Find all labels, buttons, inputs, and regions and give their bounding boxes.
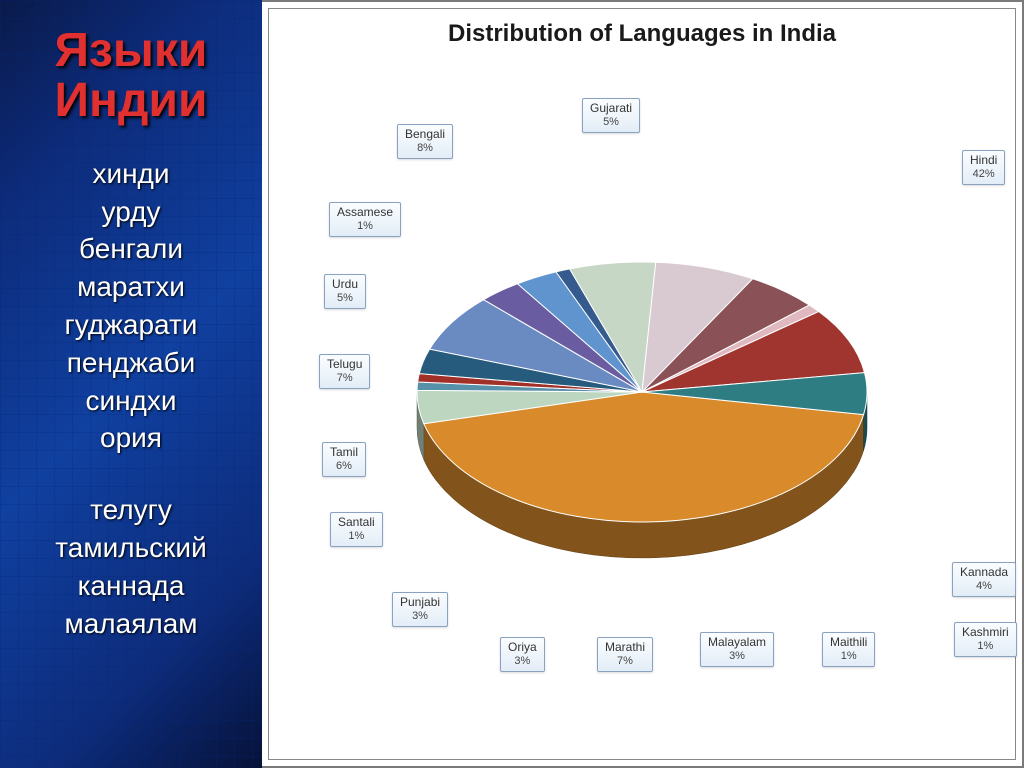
language-group-1: хиндиурдубенгалимаратхигуджаратипенджаби… (8, 155, 254, 457)
language-item: бенгали (8, 230, 254, 268)
slide-title: Языки Индии (8, 26, 254, 127)
callout-label: Assamese1% (329, 202, 401, 237)
language-item: синдхи (8, 382, 254, 420)
title-line-1: Языки (8, 26, 254, 76)
language-item: хинди (8, 155, 254, 193)
chart-panel: Distribution of Languages in India Hindi… (262, 0, 1024, 768)
callout-label: Marathi7% (597, 637, 653, 672)
callout-label: Hindi42% (962, 150, 1005, 185)
language-item: малаялам (8, 605, 254, 643)
callout-label: Urdu5% (324, 274, 366, 309)
callout-label: Kashmiri1% (954, 622, 1017, 657)
language-item: маратхи (8, 268, 254, 306)
language-list: хиндиурдубенгалимаратхигуджаратипенджаби… (8, 155, 254, 643)
language-item: телугу (8, 491, 254, 529)
left-panel: Языки Индии хиндиурдубенгалимаратхигуджа… (0, 0, 262, 768)
callout-label: Santali1% (330, 512, 383, 547)
callout-label: Tamil6% (322, 442, 366, 477)
callout-label: Maithili1% (822, 632, 875, 667)
language-item: каннада (8, 567, 254, 605)
callout-label: Malayalam3% (700, 632, 774, 667)
language-item: ория (8, 419, 254, 457)
language-item: пенджаби (8, 344, 254, 382)
callout-label: Bengali8% (397, 124, 453, 159)
language-item: урду (8, 193, 254, 231)
callout-label: Telugu7% (319, 354, 370, 389)
callout-label: Punjabi3% (392, 592, 448, 627)
title-line-2: Индии (8, 76, 254, 126)
callout-label: Gujarati5% (582, 98, 640, 133)
language-item: гуджарати (8, 306, 254, 344)
callout-label: Oriya3% (500, 637, 545, 672)
callout-label: Kannada4% (952, 562, 1016, 597)
language-group-2: телугутамильскийканнадамалаялам (8, 491, 254, 642)
language-item: тамильский (8, 529, 254, 567)
